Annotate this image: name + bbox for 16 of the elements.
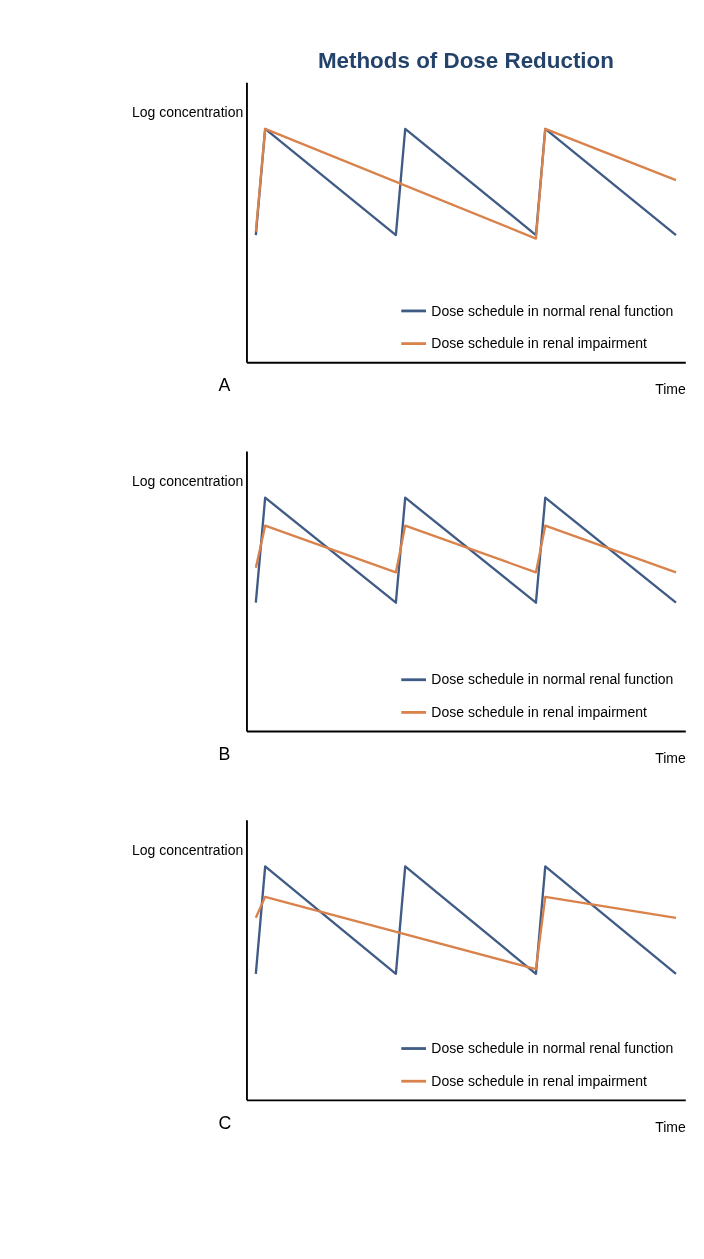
x-axis-title: Time [655, 381, 686, 398]
y-axis-title: Log concentration [131, 472, 244, 489]
legend-label: Dose schedule in renal impairment [431, 335, 648, 352]
legend-label: Dose schedule in renal impairment [431, 1072, 648, 1089]
chart-title: Methods of Dose Reduction [317, 48, 614, 74]
legend-label: Dose schedule in renal impairment [431, 704, 648, 721]
legend-label: Dose schedule in normal renal function [431, 302, 674, 319]
text: A [218, 375, 231, 396]
x-axis-title: Time [655, 750, 686, 767]
x-axis-title: Time [655, 1119, 686, 1136]
text: C [218, 1112, 232, 1133]
text: B [218, 744, 231, 765]
y-axis-title: Log concentration [131, 104, 244, 121]
legend-label: Dose schedule in normal renal function [431, 1040, 674, 1057]
y-axis-title: Log concentration [131, 841, 244, 858]
legend-label: Dose schedule in normal renal function [431, 671, 674, 688]
